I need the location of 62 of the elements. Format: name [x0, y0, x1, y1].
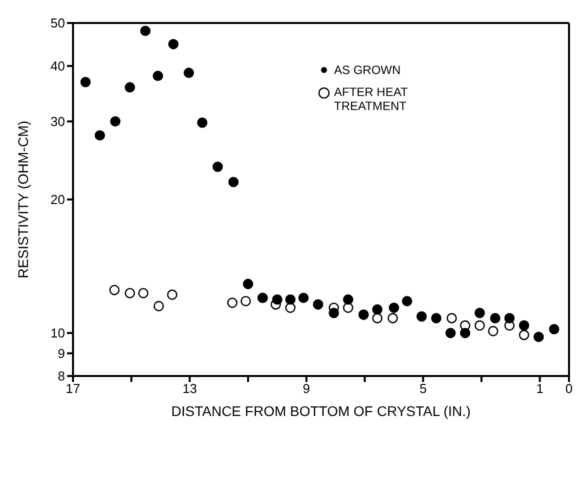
point — [518, 330, 530, 340]
y-tick-label: 20 — [50, 192, 65, 208]
point — [342, 294, 354, 305]
point — [460, 320, 470, 331]
point — [388, 302, 400, 313]
legend-label: AS GROWN — [334, 63, 402, 77]
point — [402, 296, 412, 306]
x-tick-label: 0 — [565, 381, 573, 396]
point — [184, 68, 194, 78]
point — [212, 162, 223, 172]
y-tick-label: 30 — [50, 114, 65, 130]
point — [548, 324, 560, 334]
point — [152, 70, 164, 82]
point — [197, 118, 208, 128]
point — [242, 278, 254, 290]
point — [416, 311, 427, 322]
legend-label: AFTER HEAT TREATMENT — [334, 85, 409, 113]
point — [140, 26, 151, 36]
x-tick-label: 13 — [182, 381, 197, 396]
point — [372, 304, 382, 315]
point — [446, 313, 457, 324]
point — [488, 326, 498, 336]
point — [240, 296, 251, 306]
y-tick-label: 10 — [50, 326, 65, 341]
point — [312, 299, 324, 310]
point — [228, 176, 239, 188]
point — [154, 300, 164, 312]
point — [227, 298, 238, 308]
y-tick-label: 40 — [50, 58, 65, 74]
x-tick-label: 9 — [302, 381, 310, 396]
point — [270, 299, 281, 310]
x-axis-title: DISTANCE FROM BOTTOM OF CRYSTAL (IN.) — [171, 403, 471, 419]
point — [298, 292, 309, 304]
point — [168, 39, 179, 50]
point — [124, 82, 136, 93]
y-tick-label: 8 — [58, 368, 65, 384]
point — [431, 313, 442, 324]
point — [285, 294, 296, 305]
point — [504, 320, 515, 331]
y-tick-label: 50 — [50, 16, 65, 31]
y-tick-label: 9 — [58, 346, 65, 361]
point — [474, 308, 485, 318]
point — [388, 313, 398, 324]
point — [124, 288, 136, 298]
x-tick-label: 5 — [420, 381, 427, 396]
point — [445, 328, 456, 338]
point — [533, 332, 544, 342]
point — [490, 313, 500, 324]
point — [372, 313, 382, 324]
point — [138, 288, 148, 298]
point — [285, 302, 296, 313]
x-tick-label: 17 — [66, 381, 80, 396]
point — [342, 302, 354, 313]
y-axis-title: RESISTIVITY (OHM-CM) — [14, 120, 31, 278]
point — [167, 290, 178, 300]
point — [518, 320, 530, 331]
point — [109, 284, 120, 296]
x-tick-label: 1 — [536, 381, 544, 396]
point — [110, 116, 120, 127]
point — [80, 76, 91, 88]
point — [474, 320, 485, 331]
point — [94, 130, 106, 141]
